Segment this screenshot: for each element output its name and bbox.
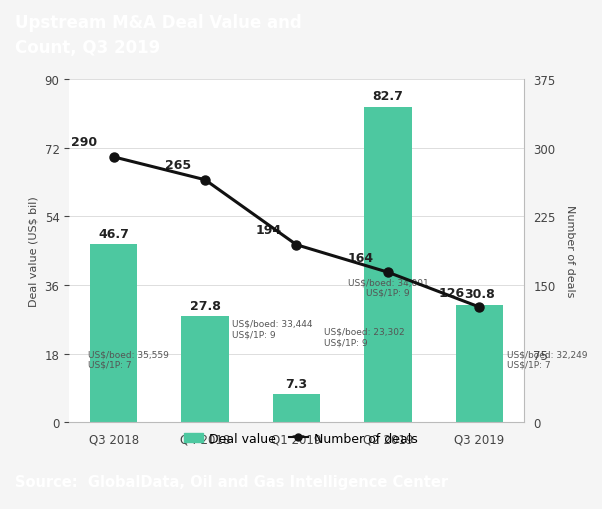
Legend: Deal value, Number of deals: Deal value, Number of deals [179, 427, 423, 450]
Text: Upstream M&A Deal Value and
Count, Q3 2019: Upstream M&A Deal Value and Count, Q3 20… [15, 14, 302, 58]
Text: 27.8: 27.8 [190, 299, 220, 312]
Text: 7.3: 7.3 [285, 377, 308, 390]
Text: US$/boed: 35,559
US$/1P: 7: US$/boed: 35,559 US$/1P: 7 [88, 350, 169, 369]
Text: 46.7: 46.7 [98, 227, 129, 240]
Text: US$/boed: 32,249
US$/1P: 7: US$/boed: 32,249 US$/1P: 7 [507, 350, 587, 369]
Text: Source:  GlobalData, Oil and Gas Intelligence Center: Source: GlobalData, Oil and Gas Intellig… [15, 474, 448, 489]
Bar [273, 394, 320, 422]
Text: US$/boed: 34,001
US$/1P: 9: US$/boed: 34,001 US$/1P: 9 [347, 277, 428, 297]
Text: 82.7: 82.7 [373, 90, 403, 103]
Text: 164: 164 [347, 251, 373, 264]
Text: 126: 126 [439, 286, 465, 299]
Text: US$/boed: 23,302
US$/1P: 9: US$/boed: 23,302 US$/1P: 9 [324, 327, 405, 346]
Bar [90, 245, 137, 422]
Bar [364, 108, 412, 422]
Text: 265: 265 [164, 159, 191, 172]
Bar [181, 317, 229, 422]
Text: 30.8: 30.8 [464, 288, 495, 301]
Text: 290: 290 [72, 136, 98, 149]
Text: 194: 194 [256, 224, 282, 237]
Bar [456, 305, 503, 422]
Text: US$/boed: 33,444
US$/1P: 9: US$/boed: 33,444 US$/1P: 9 [232, 319, 313, 338]
Y-axis label: Deal value (US$ bil): Deal value (US$ bil) [29, 196, 39, 306]
Y-axis label: Number of deals: Number of deals [565, 205, 576, 297]
